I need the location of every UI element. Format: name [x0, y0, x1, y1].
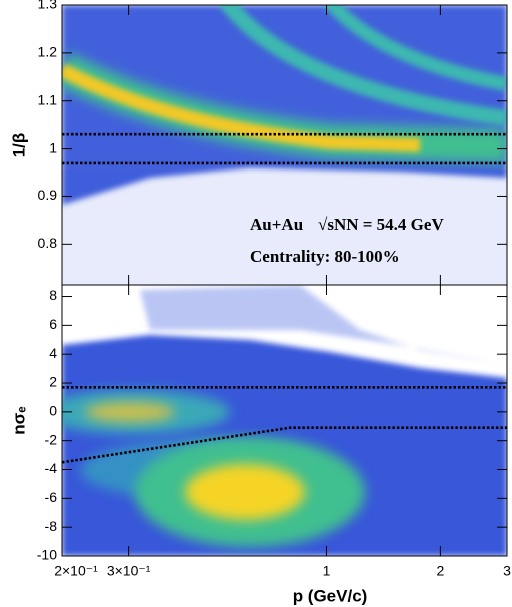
annotation: √sNN = 54.4 GeV	[318, 215, 444, 234]
density-bottom	[62, 285, 507, 556]
x-tick-label: 2	[436, 563, 444, 579]
cut-line	[61, 426, 507, 464]
y-axis-label: 1/β	[9, 133, 28, 158]
y-tick-label: -4	[45, 460, 58, 476]
y-tick-label: -8	[45, 518, 58, 534]
y-tick-label: 6	[49, 316, 57, 332]
annotation: Centrality: 80-100%	[250, 247, 400, 266]
x-tick-label: 2×10⁻¹	[54, 563, 98, 579]
x-tick-label: 1	[323, 563, 331, 579]
frame-bottom	[61, 284, 508, 557]
y-tick-label: 8	[49, 287, 57, 303]
y-tick-label: 2	[49, 374, 57, 390]
x-tick-label: 3×10⁻¹	[107, 563, 151, 579]
y-tick-label: 1.2	[38, 44, 58, 60]
y-tick-label: 1.1	[38, 91, 58, 107]
density-top	[62, 5, 507, 285]
y-tick-label: 0.9	[38, 187, 58, 203]
annotation: Au+Au	[250, 215, 303, 234]
x-tick-label: 3	[503, 563, 511, 579]
y-tick-label: -6	[45, 489, 58, 505]
y-axis-label: nσₑ	[9, 406, 28, 434]
y-tick-label: -2	[45, 431, 58, 447]
y-tick-label: 1	[49, 139, 57, 155]
y-tick-label: 1.3	[38, 0, 58, 12]
y-tick-label: 4	[49, 345, 57, 361]
y-tick-label: -10	[37, 547, 57, 563]
y-tick-label: 0	[49, 403, 57, 419]
y-tick-label: 0.8	[38, 235, 58, 251]
x-axis-label: p (GeV/c)	[293, 586, 368, 605]
